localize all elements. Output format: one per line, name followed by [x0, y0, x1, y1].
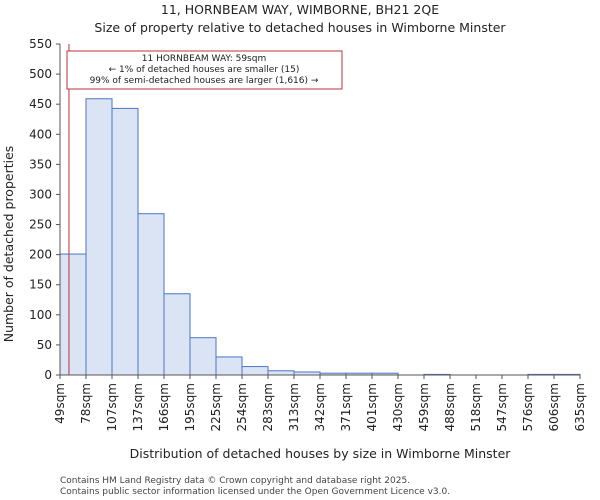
bars-layer — [59, 98, 581, 376]
x-tick-label: 137sqm — [131, 383, 145, 431]
x-tick-label: 225sqm — [209, 383, 223, 431]
y-tick-label: 50 — [37, 338, 52, 352]
y-tick-label: 300 — [29, 187, 52, 201]
y-tick-label: 400 — [29, 127, 52, 141]
footer-line2: Contains public sector information licen… — [60, 487, 450, 497]
histogram-bar-195sqm — [189, 337, 217, 376]
x-axis-ticks: 49sqm 78sqm 107sqm 137sqm 166sqm 195sqm 225sqm… — [53, 375, 587, 431]
x-tick-label: 78sqm — [79, 383, 93, 424]
annotation-line3: 99% of semi-detached houses are larger (… — [90, 76, 319, 86]
y-tick-label: 250 — [29, 218, 52, 232]
x-tick-label: 342sqm — [313, 383, 327, 431]
y-tick-label: 150 — [29, 278, 52, 292]
x-tick-label: 606sqm — [547, 383, 561, 431]
x-tick-label: 283sqm — [261, 383, 275, 431]
x-tick-label: 195sqm — [183, 383, 197, 431]
x-tick-label: 371sqm — [339, 383, 353, 431]
x-tick-label: 107sqm — [105, 383, 119, 431]
y-tick-label: 550 — [29, 37, 52, 51]
histogram-bar-49sqm — [59, 253, 87, 376]
x-tick-label: 635sqm — [573, 383, 587, 431]
chart-title: 11, HORNBEAM WAY, WIMBORNE, BH21 2QE — [161, 2, 439, 17]
y-axis-ticks: 0 50 100 150 200 250 300 350 400 450 500 550 — [29, 37, 60, 382]
x-tick-label: 459sqm — [417, 383, 431, 431]
x-axis-title: Distribution of detached houses by size … — [130, 446, 512, 461]
y-tick-label: 450 — [29, 97, 52, 111]
y-tick-label: 0 — [44, 368, 52, 382]
histogram-bar-283sqm — [267, 370, 295, 376]
histogram-bar-225sqm — [215, 356, 243, 376]
histogram-bar-137sqm — [137, 213, 165, 376]
x-tick-label: 254sqm — [235, 383, 249, 431]
annotation-line1: 11 HORNBEAM WAY: 59sqm — [142, 54, 266, 64]
y-tick-label: 350 — [29, 157, 52, 171]
x-tick-label: 166sqm — [157, 383, 171, 431]
annotation-box: 11 HORNBEAM WAY: 59sqm ← 1% of detached … — [66, 50, 343, 90]
x-tick-label: 49sqm — [53, 383, 67, 424]
x-tick-label: 313sqm — [287, 383, 301, 431]
histogram-bar-107sqm — [111, 107, 139, 376]
y-tick-label: 100 — [29, 308, 52, 322]
y-tick-label: 500 — [29, 67, 52, 81]
x-tick-label: 488sqm — [443, 383, 457, 431]
x-tick-label: 401sqm — [365, 383, 379, 431]
histogram-bar-78sqm — [85, 98, 113, 376]
x-tick-label: 430sqm — [391, 383, 405, 431]
histogram-bar-254sqm — [241, 366, 269, 376]
chart-subtitle: Size of property relative to detached ho… — [94, 20, 506, 35]
y-axis-title: Number of detached properties — [1, 146, 16, 343]
annotation-line2: ← 1% of detached houses are smaller (15) — [109, 65, 300, 75]
x-tick-label: 547sqm — [495, 383, 509, 431]
annotation-border — [66, 50, 343, 90]
y-tick-label: 200 — [29, 248, 52, 262]
x-tick-label: 576sqm — [521, 383, 535, 431]
histogram-bar-166sqm — [163, 293, 191, 376]
footer-line1: Contains HM Land Registry data © Crown c… — [60, 476, 410, 486]
x-tick-label: 518sqm — [469, 383, 483, 431]
